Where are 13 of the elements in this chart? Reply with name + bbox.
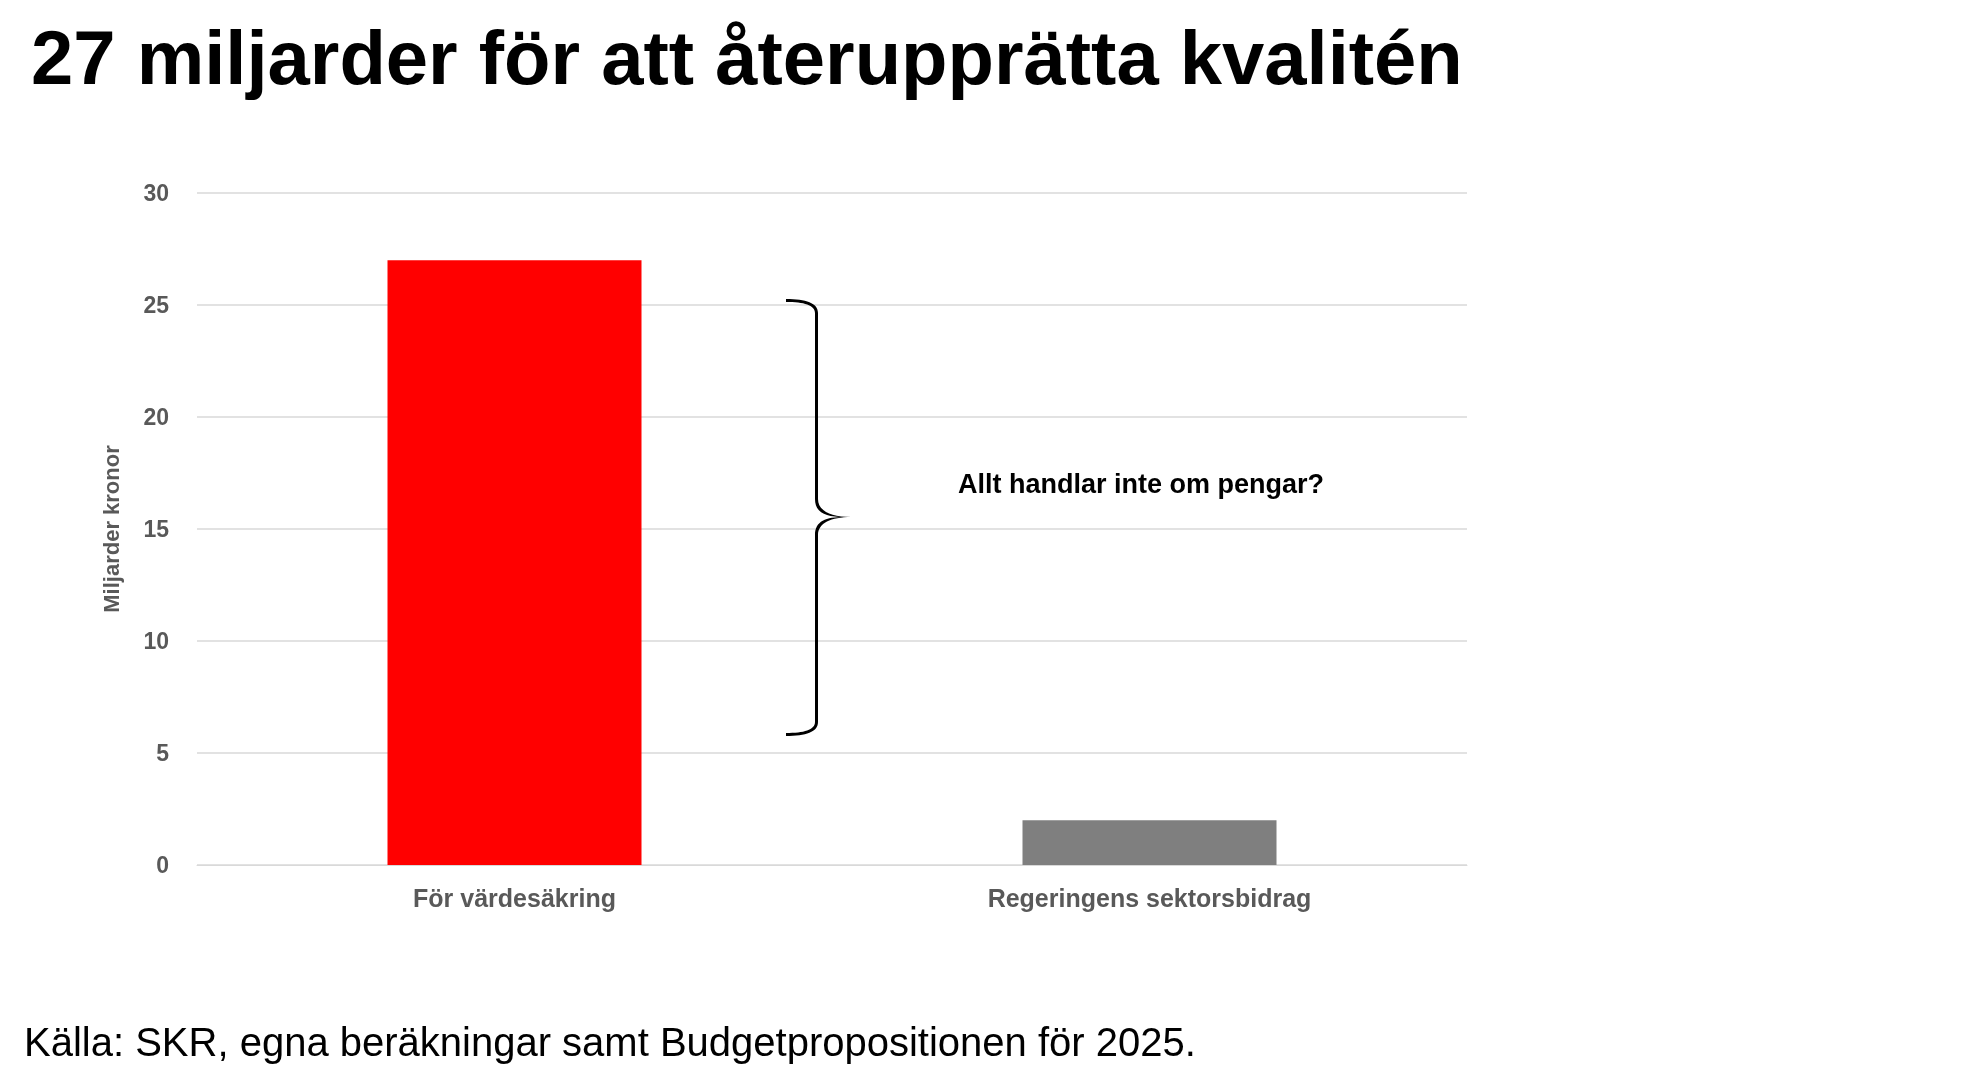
text: Källa: SKR, egna beräkningar samt Budgetpropositionen för 2025. [24,1020,1196,1064]
y-tick-label: 25 [143,292,170,318]
y-tick-label: 30 [143,180,169,206]
y-tick-label: 15 [143,516,170,542]
y-tick-label: 20 [143,404,169,430]
x-tick-label: Regeringens sektorsbidrag [987,883,1312,912]
y-axis-title: Miljarder kronor [98,444,124,613]
y-tick-label: 10 [143,628,169,654]
y-tick-label: 0 [156,852,169,878]
x-tick-label: För värdesäkring [413,883,616,912]
chart-title: 27 miljarder för att återupprätta kvalitén [31,14,1463,100]
annotation: Allt handlar inte om pengar? [958,468,1325,499]
y-tick-label: 5 [156,740,170,766]
